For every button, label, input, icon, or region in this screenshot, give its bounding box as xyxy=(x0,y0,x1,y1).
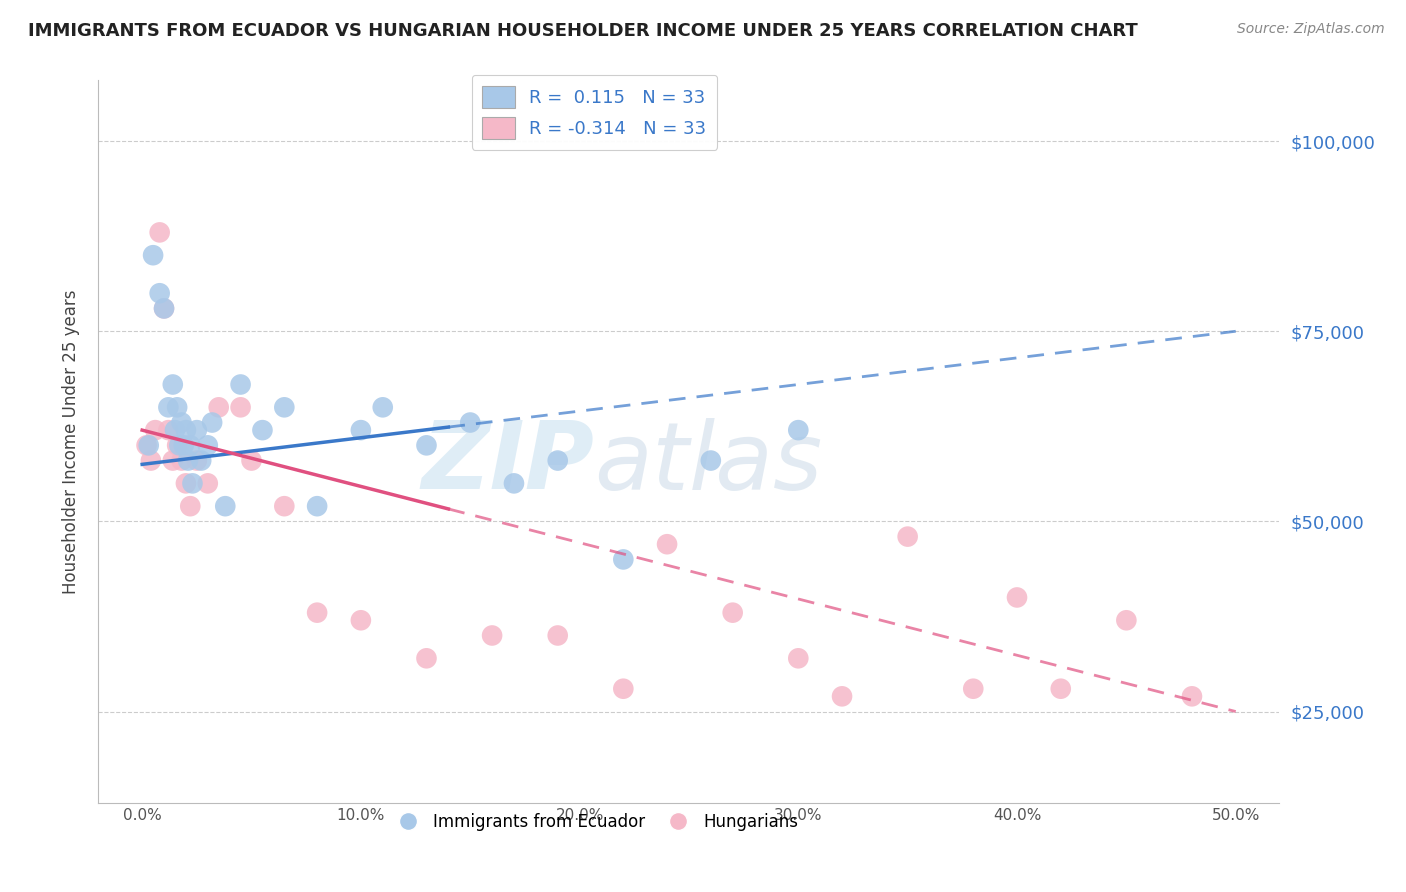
Point xyxy=(229,401,252,415)
Point xyxy=(655,537,678,551)
Point xyxy=(197,438,219,452)
Point xyxy=(787,423,810,437)
Point xyxy=(153,301,176,316)
Point xyxy=(179,438,201,452)
Point xyxy=(240,453,263,467)
Point xyxy=(186,423,208,437)
Point xyxy=(612,681,634,696)
Point xyxy=(897,530,920,544)
Point xyxy=(174,476,197,491)
Point xyxy=(170,416,193,430)
Point xyxy=(1049,681,1071,696)
Point xyxy=(143,423,166,437)
Point xyxy=(190,453,212,467)
Point xyxy=(135,438,157,452)
Point xyxy=(721,606,744,620)
Point xyxy=(162,453,184,467)
Point xyxy=(273,401,295,415)
Point xyxy=(177,453,200,467)
Point xyxy=(174,423,197,437)
Y-axis label: Householder Income Under 25 years: Householder Income Under 25 years xyxy=(62,289,80,594)
Point xyxy=(831,690,853,704)
Point xyxy=(700,453,723,467)
Point xyxy=(1181,690,1204,704)
Legend: Immigrants from Ecuador, Hungarians: Immigrants from Ecuador, Hungarians xyxy=(384,806,804,838)
Point xyxy=(162,377,184,392)
Point xyxy=(307,606,329,620)
Point xyxy=(612,552,634,566)
Point xyxy=(181,476,204,491)
Point xyxy=(481,628,503,642)
Point xyxy=(350,423,373,437)
Point xyxy=(962,681,984,696)
Text: ZIP: ZIP xyxy=(422,417,595,509)
Point xyxy=(503,476,526,491)
Point xyxy=(547,453,569,467)
Point xyxy=(229,377,252,392)
Point xyxy=(166,438,188,452)
Point xyxy=(1005,591,1028,605)
Point xyxy=(166,401,188,415)
Point xyxy=(157,401,180,415)
Point xyxy=(149,286,172,301)
Point xyxy=(163,423,186,437)
Point xyxy=(307,499,329,513)
Point xyxy=(458,416,481,430)
Point xyxy=(350,613,373,627)
Point xyxy=(149,226,172,240)
Point xyxy=(169,438,191,452)
Point xyxy=(787,651,810,665)
Point xyxy=(170,453,193,467)
Point xyxy=(1115,613,1137,627)
Point xyxy=(179,499,201,513)
Point xyxy=(252,423,274,437)
Point xyxy=(173,438,195,452)
Point xyxy=(153,301,176,316)
Point xyxy=(139,453,162,467)
Point xyxy=(201,416,224,430)
Point xyxy=(197,476,219,491)
Point xyxy=(208,401,231,415)
Point xyxy=(415,651,437,665)
Point xyxy=(415,438,437,452)
Text: atlas: atlas xyxy=(595,417,823,508)
Point xyxy=(214,499,236,513)
Text: IMMIGRANTS FROM ECUADOR VS HUNGARIAN HOUSEHOLDER INCOME UNDER 25 YEARS CORRELATI: IMMIGRANTS FROM ECUADOR VS HUNGARIAN HOU… xyxy=(28,22,1137,40)
Point xyxy=(138,438,160,452)
Point xyxy=(142,248,165,262)
Point xyxy=(157,423,180,437)
Point xyxy=(371,401,394,415)
Text: Source: ZipAtlas.com: Source: ZipAtlas.com xyxy=(1237,22,1385,37)
Point xyxy=(186,453,208,467)
Point xyxy=(273,499,295,513)
Point xyxy=(547,628,569,642)
